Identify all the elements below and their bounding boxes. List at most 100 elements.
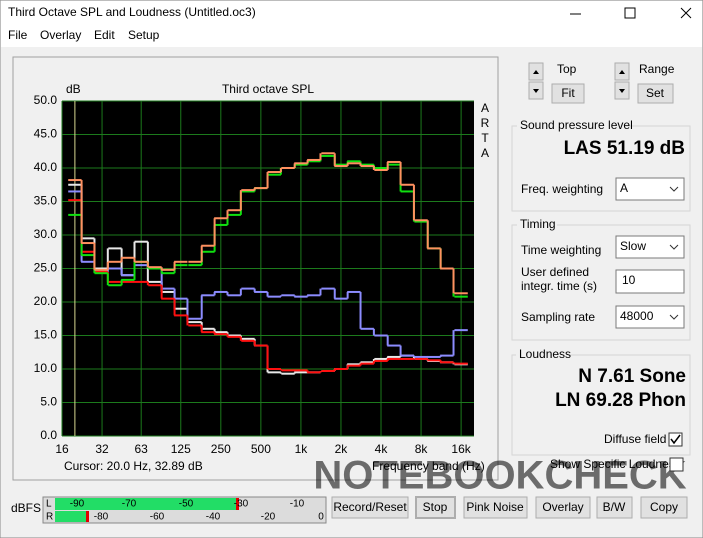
dropdown[interactable] — [615, 177, 685, 201]
x-tick-label: 4k — [375, 442, 389, 456]
label: User defined — [521, 265, 589, 279]
text-input[interactable] — [615, 269, 685, 294]
dropdown-value: Slow — [620, 239, 646, 253]
channel-label: R — [46, 512, 53, 523]
button-label: Fit — [561, 86, 575, 100]
button[interactable] — [551, 83, 585, 104]
scale-label: -20 — [261, 512, 276, 523]
x-tick-label: 63 — [135, 442, 149, 456]
scale-label: -30 — [234, 499, 249, 510]
y-tick-label: 45.0 — [34, 127, 58, 141]
x-tick-label: 500 — [251, 442, 271, 456]
y-tick-label: 0.0 — [40, 428, 57, 442]
side-label: ARTA — [478, 101, 492, 161]
dropdown-value: A — [620, 181, 628, 195]
y-tick-label: 35.0 — [34, 194, 58, 208]
button-label: Record/Reset — [333, 500, 407, 514]
x-tick-label: 1k — [295, 442, 309, 456]
spl-reading: LAS 51.19 dB — [564, 138, 685, 159]
scale-label: -10 — [290, 499, 305, 510]
y-tick-label: 10.0 — [34, 361, 58, 375]
button[interactable] — [637, 83, 674, 104]
label: Time weighting — [521, 243, 601, 257]
chevron — [669, 244, 679, 250]
title-bar — [1, 1, 702, 27]
x-tick-label: 250 — [211, 442, 231, 456]
arrow — [533, 89, 539, 93]
scale-label: 0 — [318, 512, 324, 523]
label: Freq. weighting — [521, 182, 603, 196]
group-box — [511, 354, 691, 456]
y-tick-label: 25.0 — [34, 261, 58, 275]
label: Top — [557, 62, 577, 76]
close[interactable] — [680, 7, 692, 19]
window-title: Third Octave SPL and Loudness (Untitled.… — [8, 5, 256, 19]
dropdown-value: 48000 — [620, 309, 654, 323]
scale-label: -60 — [150, 512, 165, 523]
peak-marker — [86, 511, 89, 522]
scale-label: -80 — [94, 512, 109, 523]
level-bar-l — [55, 498, 237, 510]
button[interactable] — [331, 496, 409, 519]
menu-bar — [1, 27, 702, 47]
scale-label: -90 — [70, 499, 85, 510]
loudness-ln: LN 69.28 Phon — [555, 390, 686, 411]
x-tick-label: 8k — [415, 442, 429, 456]
button[interactable] — [640, 496, 688, 519]
loudness-n: N 7.61 Sone — [578, 366, 686, 387]
x-tick-label: 2k — [335, 442, 349, 456]
maximize[interactable] — [624, 7, 636, 19]
chevron — [669, 186, 679, 192]
x-tick-label: 16k — [451, 442, 471, 456]
label: Sampling rate — [521, 310, 595, 324]
x-tick-label: 32 — [95, 442, 109, 456]
x-tick-label: 16 — [55, 442, 69, 456]
x-axis-label: Frequency band (Hz) — [372, 459, 485, 473]
button[interactable] — [535, 496, 591, 519]
button-label: Overlay — [542, 500, 583, 514]
scale-label: -40 — [206, 512, 221, 523]
arrow — [619, 89, 625, 93]
y-tick-label: 40.0 — [34, 160, 58, 174]
button[interactable] — [415, 496, 456, 519]
arrow — [533, 70, 539, 74]
peak-marker — [236, 498, 239, 510]
level-bar-r — [55, 511, 86, 522]
menu-item[interactable]: File — [8, 28, 28, 42]
group-title: Sound pressure level — [520, 118, 633, 132]
channel-label: L — [46, 499, 52, 510]
cursor-readout: Cursor: 20.0 Hz, 32.89 dB — [64, 459, 203, 473]
check-mark — [670, 434, 681, 445]
input-value: 10 — [622, 273, 636, 287]
dropdown[interactable] — [615, 305, 685, 329]
meter-unit: dBFS — [11, 501, 41, 515]
y-tick-label: 50.0 — [34, 93, 58, 107]
menu-item[interactable]: Setup — [128, 28, 160, 42]
chevron — [669, 314, 679, 320]
dropdown[interactable] — [615, 235, 685, 259]
x-tick-label: 125 — [171, 442, 191, 456]
y-tick-label: 5.0 — [40, 395, 57, 409]
arrow — [619, 70, 625, 74]
button[interactable] — [463, 496, 528, 519]
chart-title: Third octave SPL — [222, 82, 314, 96]
button[interactable] — [596, 496, 633, 519]
group-title: Timing — [520, 217, 556, 231]
button-label: Stop — [423, 500, 448, 514]
group-title: Loudness — [519, 347, 571, 361]
group-gap — [516, 348, 568, 362]
y-tick-label: 30.0 — [34, 227, 58, 241]
group-box — [511, 224, 691, 341]
label: integr. time (s) — [521, 279, 597, 293]
checkbox[interactable] — [669, 457, 684, 472]
checkbox-label: Diffuse field — [604, 432, 666, 446]
button-label: B/W — [603, 500, 626, 514]
menu-item[interactable]: Overlay — [40, 28, 81, 42]
y-axis-label: dB — [66, 82, 81, 96]
scale-label: -50 — [179, 499, 194, 510]
menu-item[interactable]: Edit — [94, 28, 115, 42]
y-tick-label: 20.0 — [34, 294, 58, 308]
checkbox-label: Show Specific Loudness — [550, 457, 681, 471]
